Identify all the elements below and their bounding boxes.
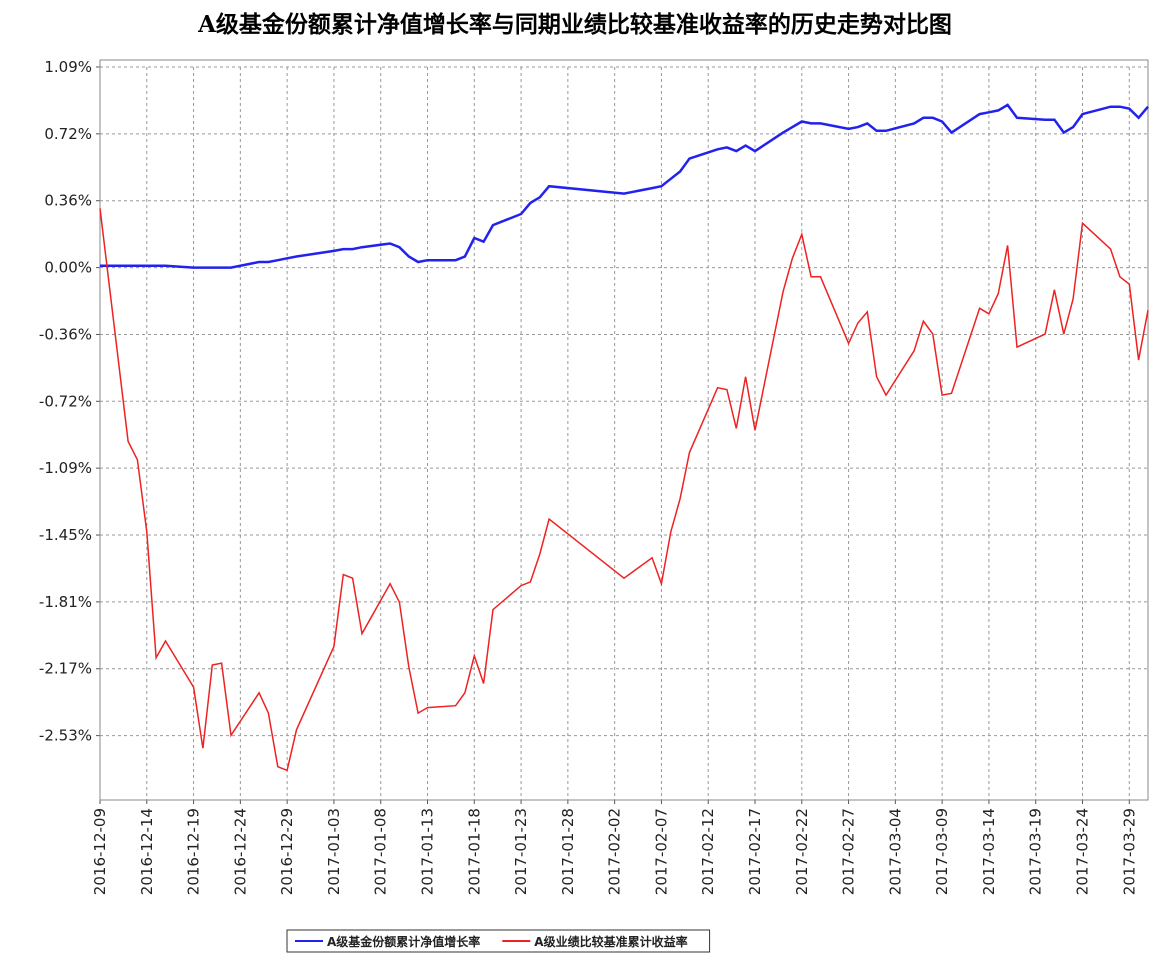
x-tick-label: 2017-02-12 [699,808,717,895]
x-tick-label: 2017-03-04 [886,808,904,895]
y-tick-label: 0.72% [44,125,92,143]
y-tick-label: -1.81% [39,593,92,611]
x-tick-label: 2017-02-22 [793,808,811,895]
legend-box [286,929,711,953]
x-tick-label: 2017-01-23 [512,808,530,895]
plot-frame [99,59,1149,801]
y-tick-label: -2.17% [39,660,92,678]
x-tick-label: 2017-01-03 [325,808,343,895]
y-tick-label: 0.36% [44,192,92,210]
x-tick-label: 2017-01-18 [465,808,483,895]
y-tick-label: 0.00% [44,259,92,277]
x-tick-label: 2017-02-27 [840,808,858,895]
y-tick-label: 1.09% [44,58,92,76]
x-tick-label: 2017-02-02 [606,808,624,895]
series-line [99,208,1149,772]
x-tick-label: 2017-03-14 [980,808,998,895]
legend: A级基金份额累计净值增长率 A级业绩比较基准累计收益率 [286,929,711,953]
x-tick-label: 2016-12-09 [91,808,109,895]
x-tick-label: 2016-12-24 [231,808,249,895]
x-tick-label: 2017-03-09 [933,808,951,895]
x-tick-label: 2016-12-19 [185,808,203,895]
x-tick-label: 2016-12-14 [138,808,156,895]
legend-label: A级业绩比较基准累计收益率 [534,934,687,949]
x-tick-label: 2017-01-13 [419,808,437,895]
x-tick-label: 2017-02-07 [652,808,670,895]
y-tick-label: -0.72% [39,392,92,410]
x-tick-label: 2017-03-19 [1027,808,1045,895]
series-line [100,103,1149,269]
y-tick-label: -2.53% [39,727,92,745]
legend-label: A级基金份额累计净值增长率 [327,934,480,949]
y-tick-label: -0.36% [39,325,92,343]
y-tick-label: -1.09% [39,459,92,477]
x-tick-label: 2017-03-24 [1074,808,1092,895]
y-tick-label: -1.45% [39,526,92,544]
x-tick-label: 2017-01-08 [372,808,390,895]
x-tick-label: 2017-01-28 [559,808,577,895]
chart-title: A级基金份额累计净值增长率与同期业绩比较基准收益率的历史走势对比图 [197,11,952,38]
x-tick-label: 2017-02-17 [746,808,764,895]
x-tick-label: 2017-03-29 [1120,808,1138,895]
x-tick-label: 2016-12-29 [278,808,296,895]
